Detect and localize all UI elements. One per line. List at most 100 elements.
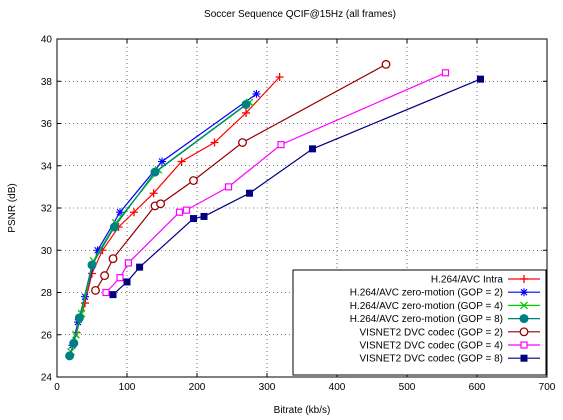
series-marker bbox=[108, 254, 118, 264]
series-marker bbox=[182, 206, 191, 214]
y-tick-label: 26 bbox=[41, 330, 53, 341]
star-marker bbox=[158, 157, 166, 166]
series-marker bbox=[91, 285, 100, 295]
series-marker bbox=[309, 145, 316, 153]
series-marker bbox=[242, 108, 250, 117]
series-marker bbox=[116, 208, 124, 217]
circle-marker bbox=[241, 99, 251, 109]
series-marker bbox=[190, 215, 197, 223]
circle-marker bbox=[150, 167, 160, 177]
square-marker bbox=[124, 259, 133, 267]
square-marker bbox=[520, 341, 528, 349]
series-marker bbox=[150, 167, 160, 177]
series-marker bbox=[124, 259, 133, 267]
series-marker bbox=[238, 138, 247, 147]
series-marker bbox=[520, 275, 528, 283]
series-marker bbox=[65, 351, 75, 361]
series-marker bbox=[275, 73, 284, 82]
series-marker bbox=[130, 208, 138, 217]
circle-marker bbox=[65, 351, 75, 361]
series-group bbox=[102, 69, 450, 297]
series-marker bbox=[519, 314, 529, 324]
x-tick-label: 600 bbox=[469, 382, 486, 393]
star-marker bbox=[116, 208, 124, 217]
square-marker bbox=[136, 263, 144, 271]
legend-label: H.264/AVC Intra bbox=[431, 275, 504, 286]
series-marker bbox=[102, 288, 110, 297]
star-marker bbox=[252, 89, 261, 98]
series-group bbox=[68, 89, 261, 350]
series-marker bbox=[116, 274, 124, 282]
series-marker bbox=[100, 271, 110, 281]
series-line bbox=[105, 72, 446, 293]
series-group bbox=[67, 98, 254, 356]
series-marker bbox=[123, 278, 131, 286]
x-tick-label: 200 bbox=[189, 382, 206, 393]
y-tick-label: 24 bbox=[41, 373, 53, 384]
series-marker bbox=[477, 75, 484, 83]
series-marker bbox=[93, 246, 102, 255]
series-marker bbox=[381, 59, 391, 69]
series-layer bbox=[65, 59, 484, 361]
x-tick-label: 400 bbox=[329, 382, 346, 393]
series-marker bbox=[109, 222, 119, 232]
series-group bbox=[109, 75, 484, 299]
circle-marker bbox=[189, 176, 198, 185]
circle-marker bbox=[100, 271, 110, 281]
circle-marker bbox=[156, 199, 166, 209]
series-marker bbox=[520, 341, 528, 349]
x-tick-label: 700 bbox=[539, 382, 556, 393]
square-marker bbox=[190, 215, 197, 223]
square-marker bbox=[520, 354, 528, 362]
series-marker bbox=[520, 288, 528, 297]
series-marker bbox=[241, 99, 251, 109]
legend-label: VISNET2 DVC codec (GOP = 4) bbox=[360, 341, 503, 352]
square-marker bbox=[182, 206, 191, 214]
x-tick-label: 300 bbox=[259, 382, 276, 393]
series-marker bbox=[520, 301, 528, 310]
series-marker bbox=[109, 291, 117, 299]
x-tick-label: 500 bbox=[399, 382, 416, 393]
series-marker bbox=[69, 338, 79, 348]
circle-marker bbox=[108, 254, 118, 264]
circle-marker bbox=[109, 222, 119, 232]
series-marker bbox=[175, 208, 184, 216]
legend-box bbox=[292, 269, 547, 376]
series-group bbox=[91, 59, 391, 295]
square-marker bbox=[309, 145, 316, 153]
square-marker bbox=[224, 183, 233, 191]
series-marker bbox=[149, 189, 158, 198]
legend: H.264/AVC Intra H.264/AVC zero-motion (GO… bbox=[292, 269, 547, 376]
x-axis-label: Bitrate (kb/s) bbox=[274, 405, 331, 416]
y-axis-label: PSNR (dB) bbox=[7, 183, 18, 232]
series-group bbox=[72, 73, 284, 337]
series-marker bbox=[156, 199, 166, 209]
square-marker bbox=[200, 212, 208, 220]
series-marker bbox=[136, 263, 144, 271]
x-marker bbox=[520, 301, 528, 310]
series-marker bbox=[441, 69, 450, 77]
series-marker bbox=[277, 141, 285, 149]
y-tick-label: 40 bbox=[41, 35, 53, 46]
series-marker bbox=[210, 138, 219, 147]
legend-label: VISNET2 DVC codec (GOP = 2) bbox=[360, 327, 503, 338]
series-marker bbox=[520, 354, 528, 362]
circle-marker bbox=[519, 327, 529, 337]
series-line bbox=[112, 78, 481, 296]
series-group bbox=[65, 99, 251, 361]
star-marker bbox=[93, 246, 102, 255]
square-marker bbox=[123, 278, 131, 286]
legend-label: VISNET2 DVC codec (GOP = 8) bbox=[360, 354, 503, 365]
y-tick-label: 38 bbox=[41, 77, 53, 88]
circle-marker bbox=[238, 138, 247, 147]
plus-marker bbox=[275, 73, 284, 82]
circle-marker bbox=[74, 313, 84, 323]
series-marker bbox=[189, 176, 198, 185]
series-marker bbox=[519, 327, 529, 337]
series-marker bbox=[224, 183, 233, 191]
square-marker bbox=[109, 291, 117, 299]
legend-label: H.264/AVC zero-motion (GOP = 2) bbox=[350, 288, 503, 299]
circle-marker bbox=[381, 59, 391, 69]
y-tick-label: 34 bbox=[41, 161, 53, 172]
series-line bbox=[69, 104, 247, 357]
